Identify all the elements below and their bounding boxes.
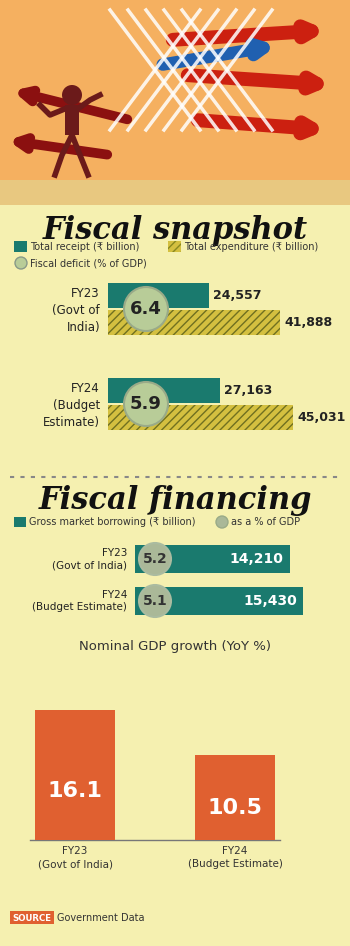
Text: Nominal GDP growth (YoY %): Nominal GDP growth (YoY %)	[79, 640, 271, 653]
FancyBboxPatch shape	[108, 405, 293, 430]
Text: Total receipt (₹ billion): Total receipt (₹ billion)	[30, 242, 139, 252]
FancyBboxPatch shape	[0, 180, 350, 205]
Circle shape	[124, 287, 168, 331]
FancyBboxPatch shape	[135, 545, 290, 573]
FancyBboxPatch shape	[168, 241, 181, 252]
FancyBboxPatch shape	[108, 310, 280, 335]
Text: 5.1: 5.1	[143, 594, 167, 608]
Text: 14,210: 14,210	[230, 552, 284, 566]
Text: Government Data: Government Data	[57, 913, 145, 923]
Circle shape	[124, 382, 168, 426]
Text: 24,557: 24,557	[213, 289, 261, 302]
Circle shape	[216, 516, 228, 528]
Text: Gross market borrowing (₹ billion): Gross market borrowing (₹ billion)	[29, 517, 196, 527]
Text: 5.9: 5.9	[130, 395, 162, 413]
Text: FY23
(Govt of
India): FY23 (Govt of India)	[52, 287, 100, 334]
Text: Fiscal snapshot: Fiscal snapshot	[42, 215, 308, 246]
Text: 15,430: 15,430	[243, 594, 297, 608]
Text: FY24
(Budget
Estimate): FY24 (Budget Estimate)	[43, 381, 100, 429]
FancyBboxPatch shape	[65, 105, 79, 135]
Circle shape	[139, 543, 171, 575]
FancyBboxPatch shape	[135, 587, 303, 615]
FancyBboxPatch shape	[0, 0, 350, 205]
Text: as a % of GDP: as a % of GDP	[231, 517, 300, 527]
Circle shape	[62, 85, 82, 105]
Text: 5.2: 5.2	[143, 552, 167, 566]
Text: FY24
(Budget Estimate): FY24 (Budget Estimate)	[32, 589, 127, 612]
Text: 27,163: 27,163	[224, 384, 272, 397]
Text: FY24
(Budget Estimate): FY24 (Budget Estimate)	[188, 846, 282, 869]
FancyBboxPatch shape	[14, 241, 27, 252]
Text: 16.1: 16.1	[48, 780, 103, 800]
FancyBboxPatch shape	[0, 205, 350, 946]
FancyBboxPatch shape	[195, 755, 275, 840]
Text: 45,031: 45,031	[297, 411, 345, 424]
Text: Total expenditure (₹ billion): Total expenditure (₹ billion)	[184, 242, 318, 252]
Text: 6.4: 6.4	[130, 300, 162, 318]
FancyBboxPatch shape	[35, 710, 115, 840]
Text: 41,888: 41,888	[284, 316, 332, 329]
FancyBboxPatch shape	[108, 283, 209, 308]
Circle shape	[139, 585, 171, 617]
FancyBboxPatch shape	[14, 517, 26, 527]
Text: FY23
(Govt of India): FY23 (Govt of India)	[52, 548, 127, 570]
Circle shape	[15, 257, 27, 269]
FancyBboxPatch shape	[10, 911, 54, 924]
Text: FY23
(Govt of India): FY23 (Govt of India)	[37, 846, 112, 869]
FancyBboxPatch shape	[108, 378, 219, 403]
Text: SOURCE: SOURCE	[13, 914, 51, 922]
Text: Fiscal financing: Fiscal financing	[38, 485, 312, 516]
Text: 10.5: 10.5	[208, 797, 262, 817]
Text: Fiscal deficit (% of GDP): Fiscal deficit (% of GDP)	[30, 258, 147, 268]
